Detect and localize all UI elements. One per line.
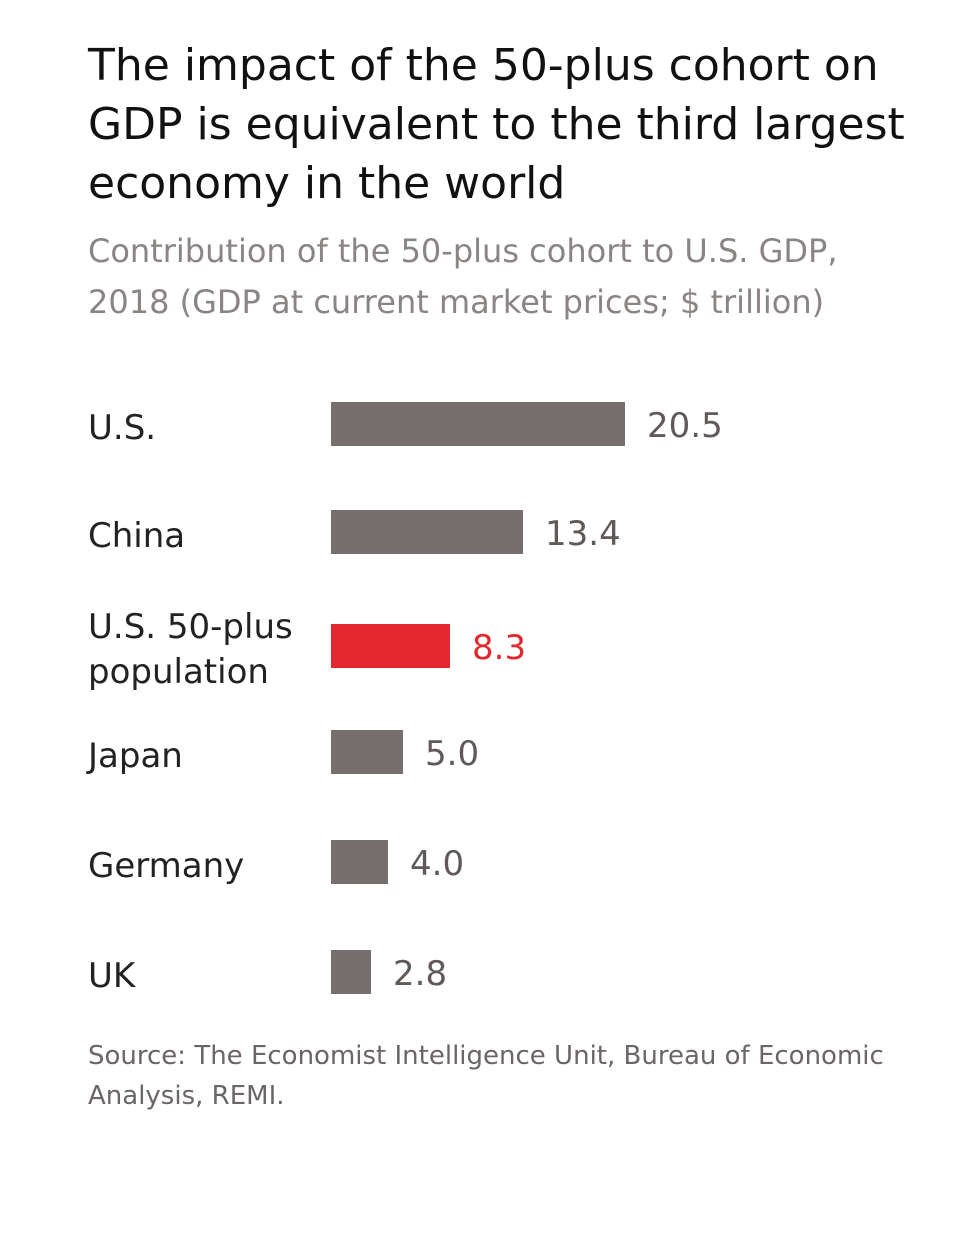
bar-value-label: 5.0 — [425, 734, 480, 774]
category-label: Japan — [88, 734, 323, 779]
bar-value-label: 13.4 — [545, 514, 621, 554]
category-label: UK — [88, 954, 323, 999]
bar-value-label: 20.5 — [647, 406, 723, 446]
category-label-line: Germany — [88, 845, 245, 886]
category-label: Germany — [88, 844, 323, 889]
category-label-line: China — [88, 515, 186, 556]
bar — [331, 840, 388, 884]
bar — [331, 402, 625, 446]
bar — [331, 730, 403, 774]
bar — [331, 624, 450, 668]
category-label-line: Japan — [88, 735, 183, 776]
bar — [331, 950, 371, 994]
bar-value-label: 8.3 — [472, 628, 527, 668]
source-note: Source: The Economist Intelligence Unit,… — [88, 1041, 884, 1111]
category-label: U.S. — [88, 406, 323, 451]
category-label-line: UK — [88, 955, 136, 996]
category-label: China — [88, 514, 323, 559]
category-label-line: U.S. — [88, 407, 157, 448]
category-label-line: population — [88, 652, 269, 692]
bar-value-label: 2.8 — [393, 954, 448, 994]
bar-value-label: 4.0 — [410, 844, 465, 884]
category-label: U.S. 50-plus population — [88, 605, 323, 695]
category-label-line: U.S. 50-plus — [88, 607, 293, 647]
bar — [331, 510, 523, 554]
chart-subtitle: Contribution of the 50-plus cohort to U.… — [88, 232, 838, 321]
chart-title: The impact of the 50-plus cohort on GDP … — [88, 40, 905, 209]
